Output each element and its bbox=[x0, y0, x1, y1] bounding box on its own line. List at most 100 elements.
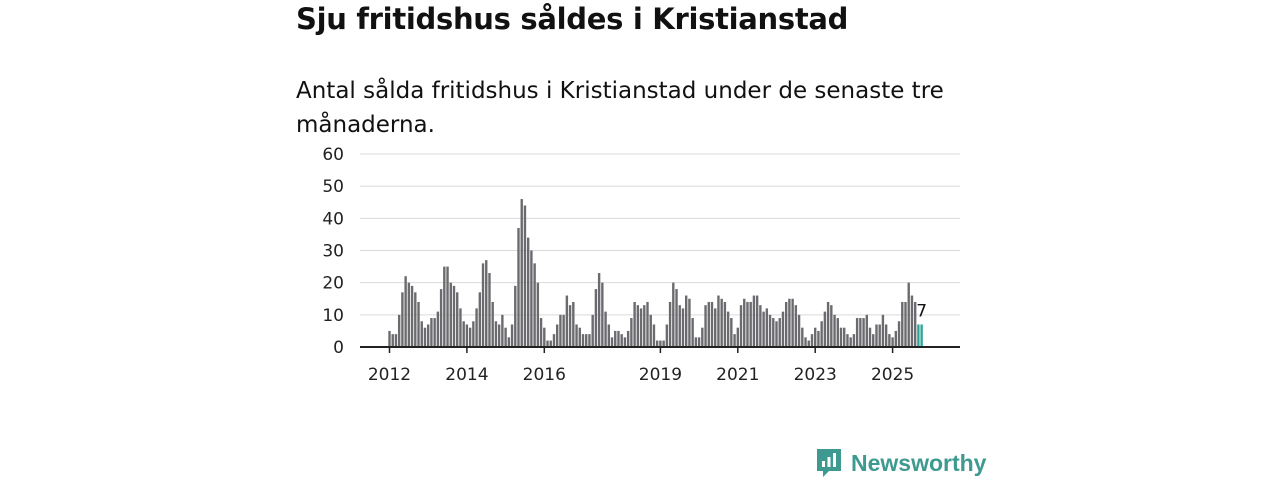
bar bbox=[881, 314, 885, 347]
bar bbox=[623, 337, 627, 347]
bar bbox=[578, 327, 581, 347]
bar bbox=[862, 318, 865, 347]
bar bbox=[904, 301, 907, 347]
bar bbox=[388, 330, 391, 347]
bar bbox=[778, 318, 781, 347]
bar bbox=[836, 318, 839, 347]
chart-title: Sju fritidshus såldes i Kristianstad bbox=[296, 2, 849, 36]
bar bbox=[410, 285, 414, 347]
bar bbox=[488, 273, 491, 347]
bar bbox=[675, 289, 678, 347]
bar bbox=[552, 334, 556, 347]
bar bbox=[446, 266, 449, 347]
bar bbox=[849, 337, 852, 347]
x-tick-label: 2019 bbox=[639, 365, 682, 385]
bar bbox=[897, 321, 901, 347]
bar bbox=[427, 324, 430, 347]
bar bbox=[878, 324, 881, 347]
bar bbox=[894, 330, 898, 347]
bar bbox=[833, 314, 836, 347]
bar bbox=[746, 301, 749, 347]
bar bbox=[652, 324, 656, 347]
bar bbox=[620, 334, 623, 347]
bar bbox=[814, 327, 817, 347]
bar bbox=[549, 340, 552, 347]
bar bbox=[820, 321, 823, 347]
bar bbox=[439, 289, 443, 347]
bar bbox=[733, 334, 736, 347]
bar bbox=[601, 282, 604, 347]
bar bbox=[507, 337, 511, 347]
bar bbox=[604, 311, 607, 347]
bar bbox=[430, 318, 433, 347]
bar bbox=[794, 305, 798, 347]
bar bbox=[801, 327, 804, 347]
bar bbox=[462, 321, 465, 347]
bar bbox=[465, 324, 469, 347]
bar bbox=[630, 318, 633, 347]
bar bbox=[830, 305, 833, 347]
bar bbox=[791, 298, 794, 347]
bar bbox=[510, 324, 514, 347]
newsworthy-logo-icon bbox=[817, 449, 841, 477]
bar bbox=[659, 340, 662, 347]
bar bbox=[736, 327, 739, 347]
bar bbox=[533, 263, 536, 347]
bar bbox=[665, 324, 669, 347]
bar bbox=[468, 327, 472, 347]
x-tick-label: 2016 bbox=[523, 365, 566, 385]
bar bbox=[694, 337, 698, 347]
bar bbox=[636, 305, 640, 347]
chart-subtitle: Antal sålda fritidshus i Kristianstad un… bbox=[296, 78, 944, 138]
bar bbox=[594, 289, 598, 347]
bar bbox=[723, 301, 727, 347]
bar bbox=[407, 282, 411, 347]
y-tick-label: 40 bbox=[322, 209, 344, 229]
bar bbox=[910, 295, 914, 347]
bar bbox=[720, 298, 723, 347]
bar bbox=[726, 311, 730, 347]
bar bbox=[872, 334, 875, 347]
bar bbox=[807, 340, 810, 347]
bar bbox=[730, 318, 733, 347]
bar bbox=[401, 292, 404, 347]
bar bbox=[804, 337, 807, 347]
bar bbox=[655, 340, 659, 347]
bar bbox=[423, 327, 427, 347]
bar bbox=[501, 314, 504, 347]
bar bbox=[865, 314, 868, 347]
bar bbox=[475, 308, 478, 347]
x-tick-label: 2012 bbox=[368, 365, 411, 385]
brand-name: Newsworthy bbox=[851, 449, 987, 476]
bar bbox=[784, 301, 788, 347]
bar bbox=[497, 324, 501, 347]
bar bbox=[556, 324, 559, 347]
bar bbox=[710, 301, 714, 347]
bar bbox=[523, 205, 527, 347]
bar bbox=[852, 334, 856, 347]
bar bbox=[633, 301, 636, 347]
bar bbox=[788, 298, 791, 347]
bar bbox=[765, 308, 769, 347]
bar bbox=[810, 334, 814, 347]
bar bbox=[685, 295, 688, 347]
bar bbox=[478, 292, 481, 347]
bar bbox=[581, 334, 585, 347]
bar bbox=[707, 301, 710, 347]
bar bbox=[755, 295, 759, 347]
last-value-label: 7 bbox=[916, 301, 927, 321]
bar bbox=[739, 305, 743, 347]
bar bbox=[781, 311, 785, 347]
bar bbox=[826, 301, 830, 347]
bar bbox=[481, 263, 485, 347]
bar bbox=[491, 301, 494, 347]
newsworthy-brand[interactable]: Newsworthy bbox=[815, 447, 986, 479]
bar bbox=[536, 282, 540, 347]
bar bbox=[397, 314, 401, 347]
bar bbox=[901, 301, 904, 347]
bar bbox=[626, 330, 630, 347]
bar bbox=[546, 340, 549, 347]
bar bbox=[768, 314, 772, 347]
bar bbox=[752, 295, 756, 347]
bar bbox=[855, 318, 859, 347]
